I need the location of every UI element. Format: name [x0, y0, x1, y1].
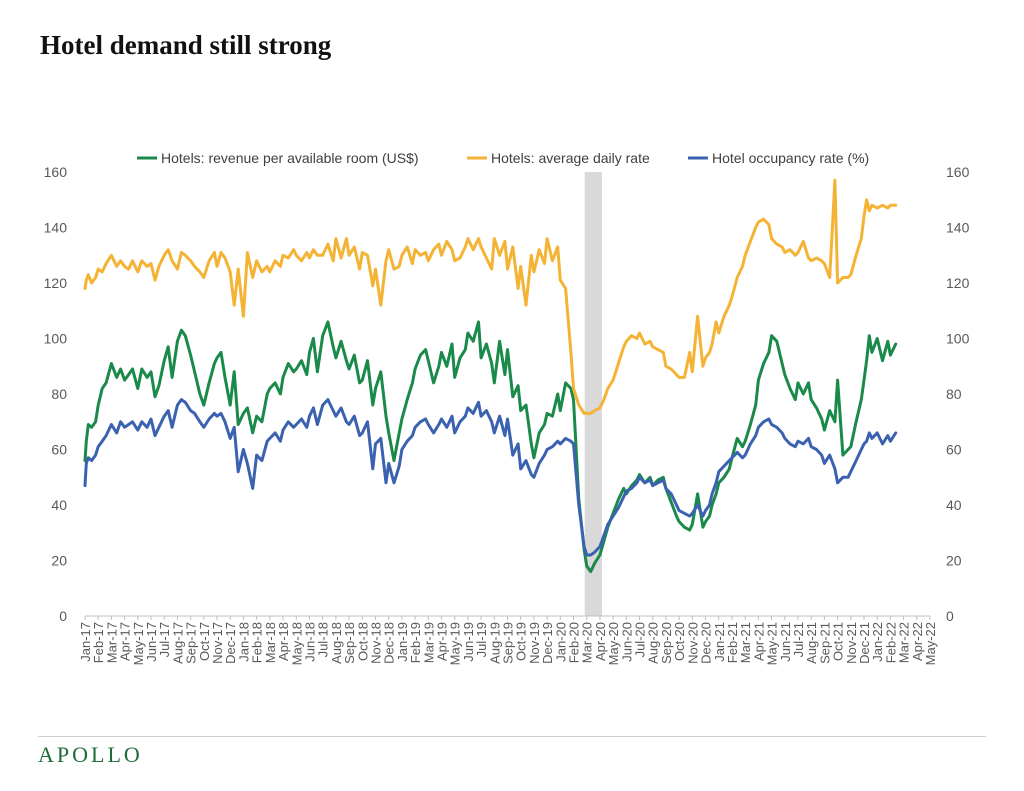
y-left-tick-label: 140: [44, 220, 68, 236]
x-tick-label: May-17: [131, 622, 146, 665]
series-layer: [83, 178, 898, 574]
x-tick-label: Dec-19: [540, 622, 555, 664]
x-tick-label: Jan-22: [870, 622, 885, 662]
x-tick-label: May-18: [289, 622, 304, 665]
x-tick-label: Apr-20: [593, 622, 608, 661]
y-right-tick-label: 100: [946, 331, 970, 347]
x-tick-label: Nov-19: [527, 622, 542, 664]
x-tick-label: May-22: [923, 622, 938, 665]
y-left-tick-label: 40: [51, 497, 67, 513]
y-right-tick-label: 0: [946, 608, 954, 624]
series-line-3: [83, 398, 898, 557]
x-tick-label: Mar-22: [897, 622, 912, 663]
chart-legend: Hotels: revenue per available room (US$)…: [137, 150, 869, 166]
x-tick-label: Aug-20: [646, 622, 661, 664]
x-tick-label: Sep-18: [342, 622, 357, 664]
footer-divider: [38, 736, 986, 737]
x-tick-label: Aug-17: [170, 622, 185, 664]
y-right-tick-label: 40: [946, 497, 962, 513]
x-tick-label: Apr-22: [910, 622, 925, 661]
series-line-2: [83, 178, 898, 415]
x-tick-label: Jul-18: [316, 622, 331, 657]
x-tick-label: May-20: [606, 622, 621, 665]
x-tick-label: Apr-18: [276, 622, 291, 661]
axes-layer: 0 20 40 60 80 100 120 140 160 0 20 40 60 80 100 120 140 1…: [44, 164, 970, 624]
x-tick-label: Jan-18: [236, 622, 251, 662]
y-right-tick-label: 20: [946, 553, 962, 569]
chart: Hotels: revenue per available room (US$)…: [44, 150, 970, 665]
x-tick-label: Jun-20: [619, 622, 634, 662]
x-tick-label: Dec-20: [699, 622, 714, 664]
x-tick-label: Jul-17: [157, 622, 172, 657]
x-tick-label: May-21: [765, 622, 780, 665]
x-tick-label: Feb-20: [567, 622, 582, 663]
x-tick-label: Nov-18: [368, 622, 383, 664]
x-tick-label: Oct-19: [514, 622, 529, 661]
y-left-tick-label: 100: [44, 331, 68, 347]
x-tick-label: Sep-20: [659, 622, 674, 664]
x-tick-label: Oct-21: [831, 622, 846, 661]
x-tick-label: Jan-20: [553, 622, 568, 662]
x-tick-label: Mar-21: [738, 622, 753, 663]
x-tick-label: Sep-17: [184, 622, 199, 664]
y-left-tick-label: 20: [51, 553, 67, 569]
x-tick-label: Aug-21: [804, 622, 819, 664]
shaded-region-layer: [584, 172, 602, 616]
y-right-tick-label: 140: [946, 220, 970, 236]
apollo-logo: APOLLO: [38, 742, 143, 767]
x-tick-label: Dec-21: [857, 622, 872, 664]
legend-label-1: Hotels: revenue per available room (US$): [161, 150, 419, 166]
x-tick-label: Dec-18: [382, 622, 397, 664]
y-left-tick-label: 0: [59, 608, 67, 624]
x-axis-tick-labels: Jan-17Feb-17Mar-17Apr-17May-17Jun-17Jul-…: [78, 622, 938, 665]
chart-title: Hotel demand still strong: [40, 30, 332, 60]
y-right-tick-label: 120: [946, 275, 970, 291]
y-left-tick-label: 120: [44, 275, 68, 291]
x-tick-label: Nov-21: [844, 622, 859, 664]
y-right-tick-label: 80: [946, 386, 962, 402]
x-tick-label: Feb-18: [250, 622, 265, 663]
x-tick-label: Jul-21: [791, 622, 806, 657]
x-tick-label: Jun-17: [144, 622, 159, 662]
y-left-tick-label: 80: [51, 386, 67, 402]
x-tick-label: Jul-20: [633, 622, 648, 657]
x-tick-label: Apr-21: [751, 622, 766, 661]
x-tick-label: Mar-18: [263, 622, 278, 663]
x-tick-label: Aug-19: [487, 622, 502, 664]
legend-label-2: Hotels: average daily rate: [491, 150, 650, 166]
x-tick-label: Oct-18: [355, 622, 370, 661]
legend-label-3: Hotel occupancy rate (%): [712, 150, 869, 166]
x-tick-label: Feb-19: [408, 622, 423, 663]
x-tick-label: Mar-19: [421, 622, 436, 663]
x-tick-label: Aug-18: [329, 622, 344, 664]
x-tick-label: Apr-19: [434, 622, 449, 661]
x-tick-label: Oct-17: [197, 622, 212, 661]
y-left-tick-label: 60: [51, 442, 67, 458]
x-tick-label: Nov-17: [210, 622, 225, 664]
x-tick-label: Dec-17: [223, 622, 238, 664]
x-tick-label: Apr-17: [118, 622, 133, 661]
x-tick-label: May-19: [448, 622, 463, 665]
x-tick-label: Jun-21: [778, 622, 793, 662]
x-tick-label: Feb-21: [725, 622, 740, 663]
y-right-tick-label: 60: [946, 442, 962, 458]
x-tick-label: Jun-18: [302, 622, 317, 662]
x-tick-label: Jan-21: [712, 622, 727, 662]
series-line-1: [83, 320, 898, 574]
x-tick-label: Jul-19: [474, 622, 489, 657]
x-tick-label: Nov-20: [685, 622, 700, 664]
x-tick-label: Jan-19: [395, 622, 410, 662]
x-tick-label: Sep-19: [501, 622, 516, 664]
y-left-tick-label: 160: [44, 164, 68, 180]
y-right-tick-label: 160: [946, 164, 970, 180]
x-tick-label: Jun-19: [461, 622, 476, 662]
x-tick-label: Oct-20: [672, 622, 687, 661]
x-tick-label: Sep-21: [817, 622, 832, 664]
x-tick-label: Mar-17: [104, 622, 119, 663]
x-tick-label: Mar-20: [580, 622, 595, 663]
x-tick-label: Feb-22: [883, 622, 898, 663]
x-tick-label: Jan-17: [78, 622, 93, 662]
shaded-region: [584, 172, 602, 616]
x-tick-label: Feb-17: [91, 622, 106, 663]
